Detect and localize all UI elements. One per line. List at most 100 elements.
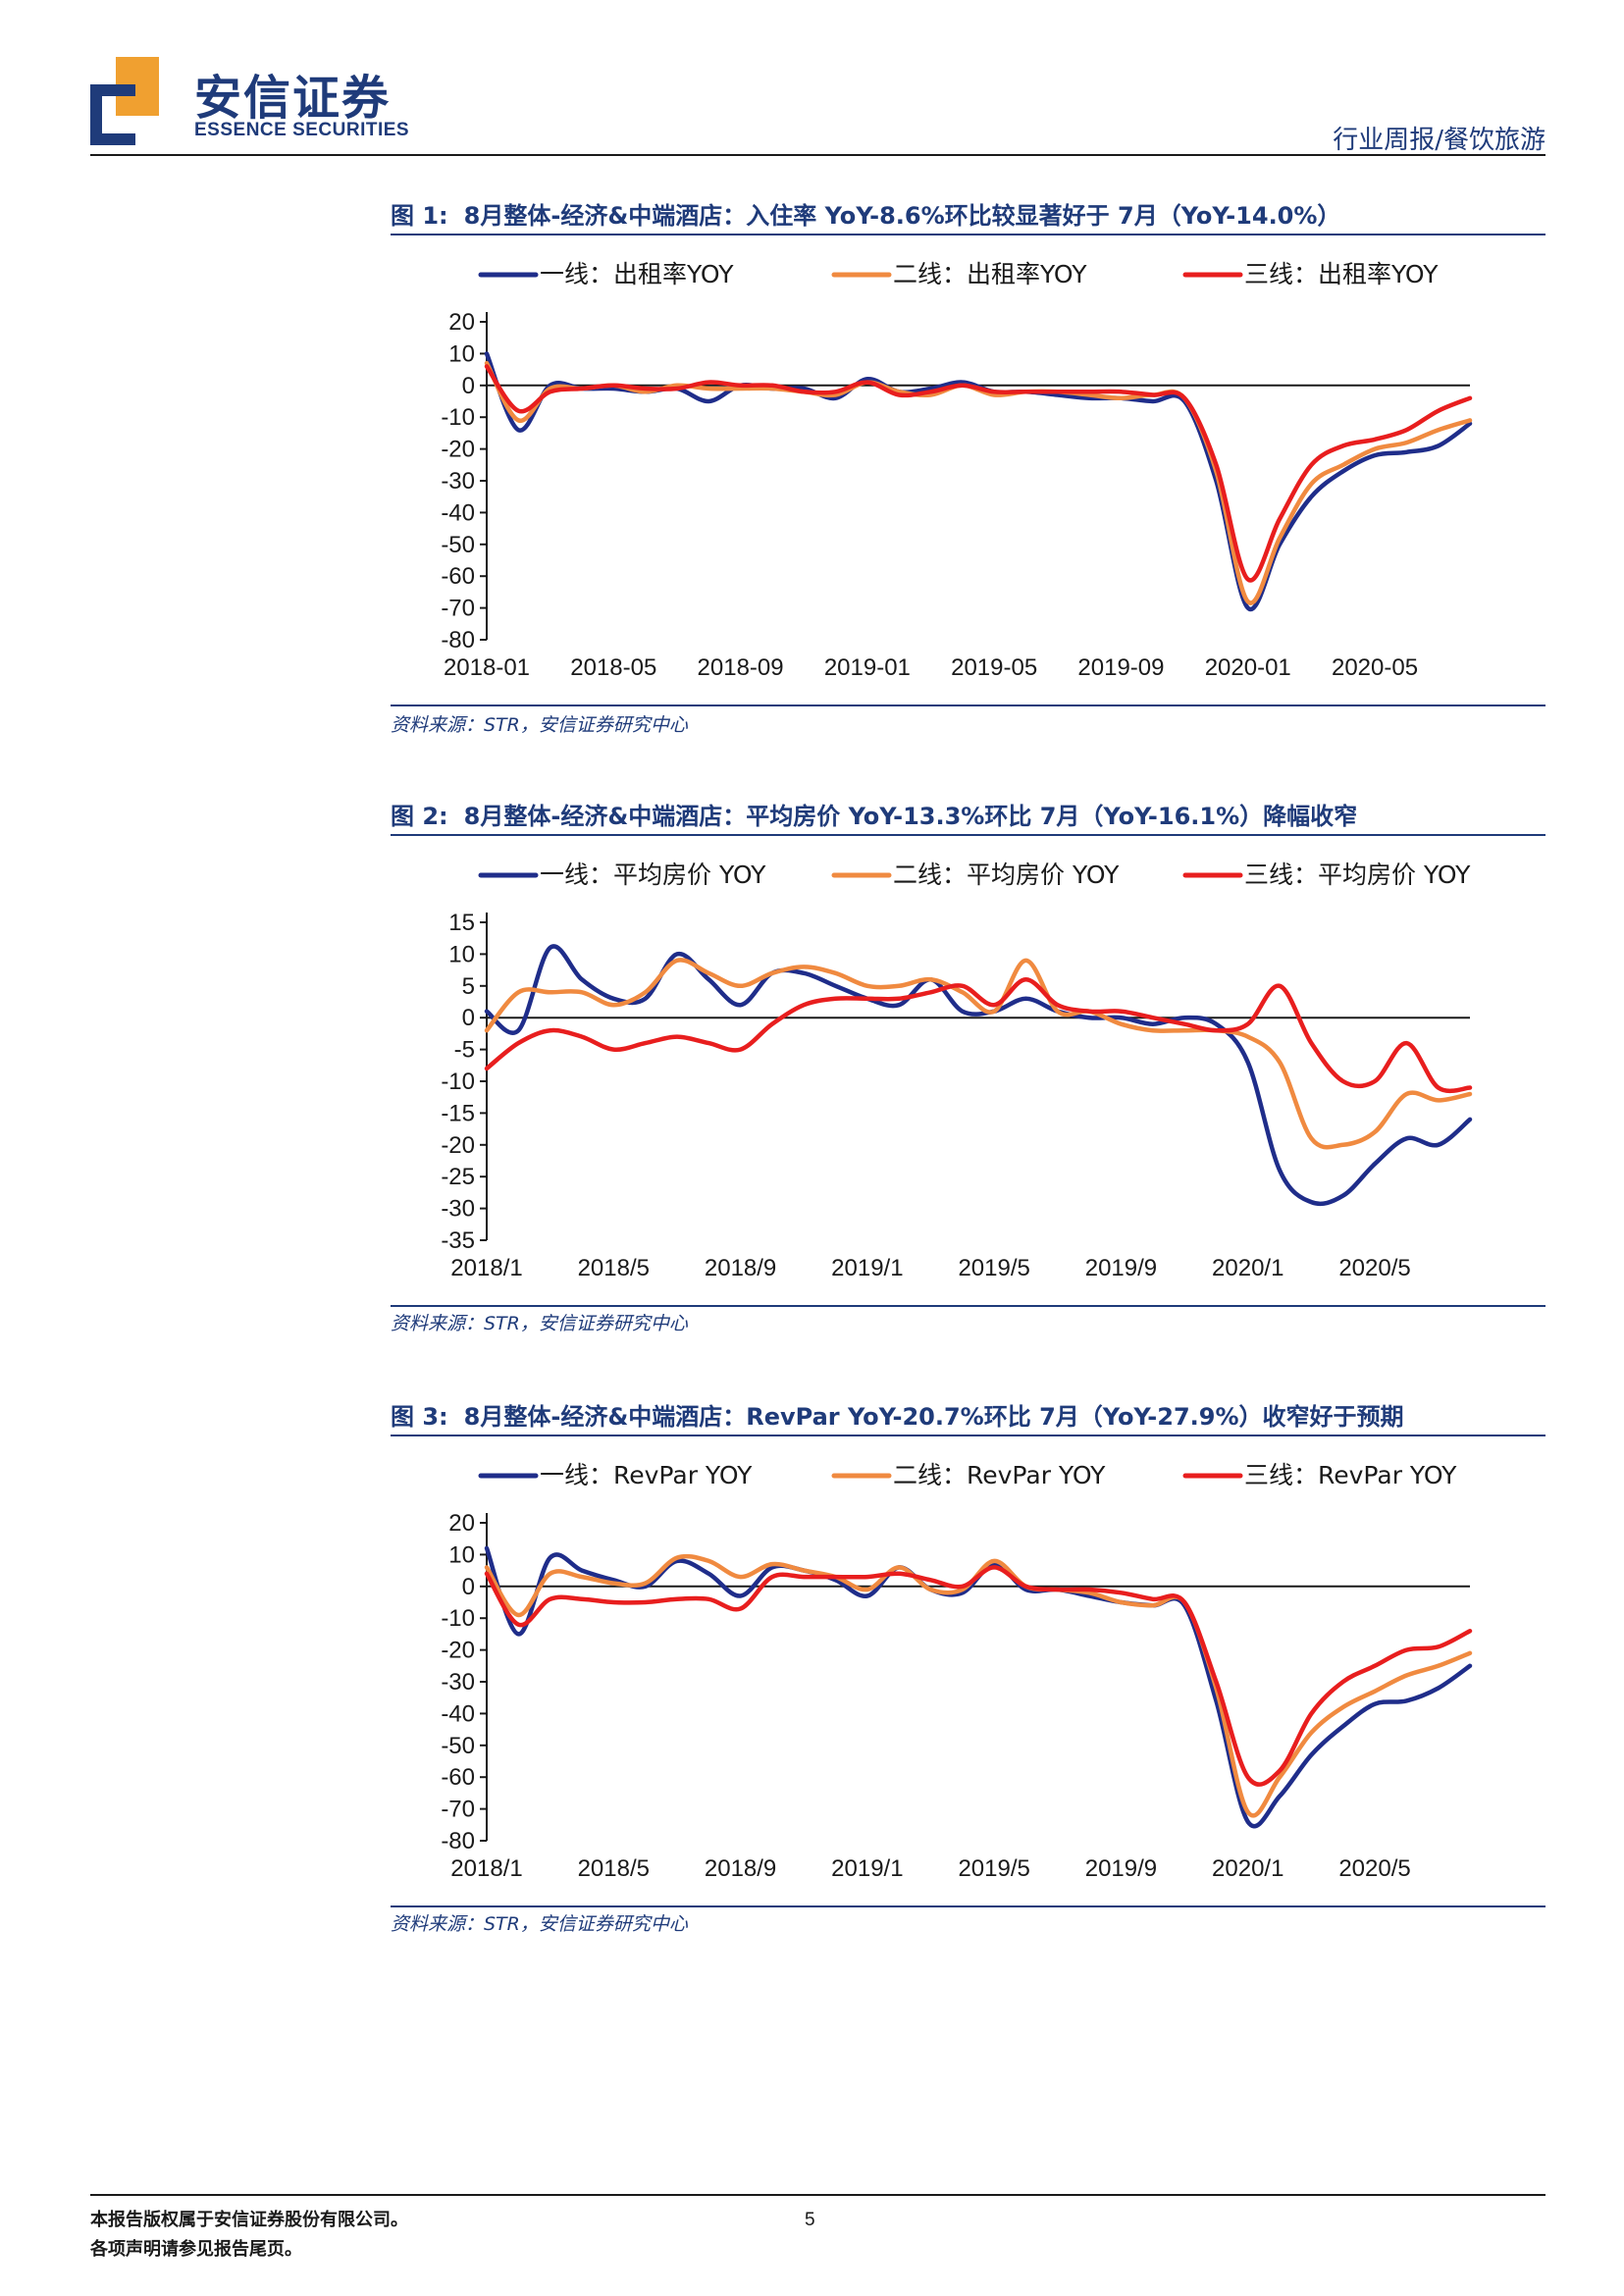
- footer-divider: [90, 2194, 1545, 2196]
- y-tick-label: -50: [441, 1733, 475, 1759]
- legend-label: 一线：出租率YOY: [540, 260, 734, 288]
- x-tick-label: 2020-01: [1205, 654, 1291, 681]
- y-tick-label: 10: [448, 340, 475, 367]
- series-line-3: [484, 977, 1473, 1094]
- series-line-2: [484, 1553, 1473, 1818]
- legend-label: 三线：平均房价 YOY: [1244, 861, 1471, 889]
- legend-label: 一线：RevPar YOY: [540, 1461, 753, 1489]
- figure-2-title: 图 2: 8月整体-经济&中端酒店：平均房价 YoY-13.3%环比 7月（YoY…: [391, 797, 1545, 831]
- series-line-2: [484, 360, 1473, 605]
- series-line-1: [484, 1545, 1473, 1829]
- y-tick-label: -35: [441, 1227, 475, 1254]
- y-tick-label: -10: [441, 404, 475, 431]
- x-tick-label: 2020/5: [1338, 1855, 1410, 1882]
- figure-3-source: 资料来源：STR，安信证券研究中心: [391, 1913, 688, 1935]
- x-tick-label: 2019-05: [951, 654, 1037, 681]
- figure-1-bottom-rule: [391, 704, 1545, 706]
- x-tick-label: 2018/9: [705, 1855, 776, 1882]
- y-tick-label: -60: [441, 563, 475, 590]
- figure-1-number: 图 1:: [391, 202, 448, 230]
- x-tick-label: 2020/1: [1212, 1255, 1283, 1281]
- y-tick-label: -5: [454, 1037, 475, 1064]
- x-tick-label: 2018/5: [578, 1255, 650, 1281]
- figure-3-chart: 一线：RevPar YOY 二线：RevPar YOY 三线：RevPar YOY 2…: [391, 1440, 1545, 1902]
- legend-item-3: 三线：出租率YOY: [1182, 260, 1439, 288]
- x-tick-label: 2019/9: [1085, 1255, 1157, 1281]
- series-line-1: [484, 944, 1473, 1207]
- y-tick-label: -20: [441, 1132, 475, 1159]
- legend-label: 二线：出租率YOY: [893, 260, 1087, 288]
- figure-3-bottom-rule: [391, 1905, 1545, 1907]
- figure-1-title: 图 1: 8月整体-经济&中端酒店：入住率 YoY-8.6%环比较显著好于 7月（…: [391, 196, 1545, 231]
- logo-icon: [90, 57, 159, 145]
- y-tick-label: 15: [448, 910, 475, 936]
- figure-3-caption: 8月整体-经济&中端酒店：RevPar YoY-20.7%环比 7月（YoY-2…: [463, 1403, 1404, 1431]
- x-tick-label: 2019/5: [958, 1255, 1029, 1281]
- y-tick-label: -70: [441, 1797, 475, 1823]
- figure-3-title: 图 3: 8月整体-经济&中端酒店：RevPar YoY-20.7%环比 7月（Y…: [391, 1397, 1545, 1432]
- y-tick-label: -15: [441, 1100, 475, 1126]
- figure-2-svg: 一线：平均房价 YOY 二线：平均房价 YOY 三线：平均房价 YOY 15 10 5 0 -…: [441, 861, 1473, 1281]
- y-tick-label: 0: [462, 1574, 475, 1600]
- y-tick-label: -70: [441, 596, 475, 622]
- y-tick-label: 20: [448, 309, 475, 336]
- y-tick-label: -50: [441, 532, 475, 558]
- x-tick-label: 2018/9: [705, 1255, 776, 1281]
- legend-item-3: 三线：RevPar YOY: [1182, 1461, 1457, 1489]
- legend-item-1: 一线：平均房价 YOY: [478, 861, 766, 889]
- figure-3-top-rule: [391, 1435, 1545, 1436]
- y-tick-label: -20: [441, 437, 475, 463]
- figure-2-source: 资料来源：STR，安信证券研究中心: [391, 1313, 688, 1334]
- figure-1-source: 资料来源：STR，安信证券研究中心: [391, 714, 688, 736]
- figure-2-number: 图 2:: [391, 803, 448, 830]
- x-tick-label: 2018/1: [450, 1855, 522, 1882]
- series-line-3: [484, 364, 1473, 583]
- disclaimer-notice: 各项声明请参见报告尾页。: [90, 2239, 302, 2260]
- x-tick-label: 2018-09: [698, 654, 784, 681]
- logo-text-cn: 安信证券: [194, 71, 392, 126]
- series-line-3: [484, 1565, 1473, 1787]
- y-tick-label: -30: [441, 468, 475, 495]
- legend-label: 三线：出租率YOY: [1244, 260, 1439, 288]
- y-tick-label: -40: [441, 1700, 475, 1727]
- figure-3-svg: 一线：RevPar YOY 二线：RevPar YOY 三线：RevPar YOY 2…: [441, 1461, 1473, 1882]
- y-tick-label: 10: [448, 941, 475, 967]
- page-number: 5: [805, 2210, 815, 2230]
- x-tick-label: 2019/1: [831, 1855, 903, 1882]
- legend-item-1: 一线：出租率YOY: [478, 260, 734, 288]
- y-tick-label: 0: [462, 1005, 475, 1031]
- x-tick-label: 2019/1: [831, 1255, 903, 1281]
- logo-text-en: ESSENCE SECURITIES: [194, 120, 410, 140]
- legend-item-2: 二线：RevPar YOY: [831, 1461, 1106, 1489]
- x-tick-label: 2019-01: [824, 654, 911, 681]
- x-tick-label: 2019/5: [958, 1855, 1029, 1882]
- y-tick-label: -80: [441, 1828, 475, 1854]
- legend-label: 二线：平均房价 YOY: [893, 861, 1120, 889]
- legend-item-1: 一线：RevPar YOY: [478, 1461, 753, 1489]
- y-tick-label: 10: [448, 1541, 475, 1568]
- figure-2-caption: 8月整体-经济&中端酒店：平均房价 YoY-13.3%环比 7月（YoY-16.…: [463, 803, 1358, 830]
- x-tick-label: 2019-09: [1077, 654, 1164, 681]
- x-tick-label: 2018-05: [570, 654, 656, 681]
- y-tick-label: -10: [441, 1069, 475, 1095]
- report-category: 行业周报/餐饮旅游: [1333, 126, 1545, 155]
- figure-1-caption: 8月整体-经济&中端酒店：入住率 YoY-8.6%环比较显著好于 7月（YoY-…: [463, 202, 1341, 230]
- y-tick-label: -60: [441, 1764, 475, 1791]
- series-line-2: [484, 958, 1473, 1150]
- figure-3-number: 图 3:: [391, 1403, 448, 1431]
- figure-1-chart: 一线：出租率YOY 二线：出租率YOY 三线：出租率YOY 20 10 0 -10 -20 -3…: [391, 239, 1545, 701]
- x-tick-label: 2018/5: [578, 1855, 650, 1882]
- legend-label: 二线：RevPar YOY: [893, 1461, 1106, 1489]
- figure-1-svg: 一线：出租率YOY 二线：出租率YOY 三线：出租率YOY 20 10 0 -10 -20 -3…: [441, 260, 1473, 681]
- y-tick-label: -30: [441, 1669, 475, 1696]
- x-tick-label: 2020/1: [1212, 1855, 1283, 1882]
- y-tick-label: 0: [462, 373, 475, 399]
- x-tick-label: 2020-05: [1332, 654, 1418, 681]
- legend-item-3: 三线：平均房价 YOY: [1182, 861, 1471, 889]
- legend-item-2: 二线：出租率YOY: [831, 260, 1087, 288]
- legend-label: 三线：RevPar YOY: [1244, 1461, 1457, 1489]
- figure-2-chart: 一线：平均房价 YOY 二线：平均房价 YOY 三线：平均房价 YOY 15 10 5 0 -…: [391, 840, 1545, 1301]
- y-tick-label: -20: [441, 1638, 475, 1664]
- figure-2-top-rule: [391, 834, 1545, 836]
- y-tick-label: -30: [441, 1196, 475, 1223]
